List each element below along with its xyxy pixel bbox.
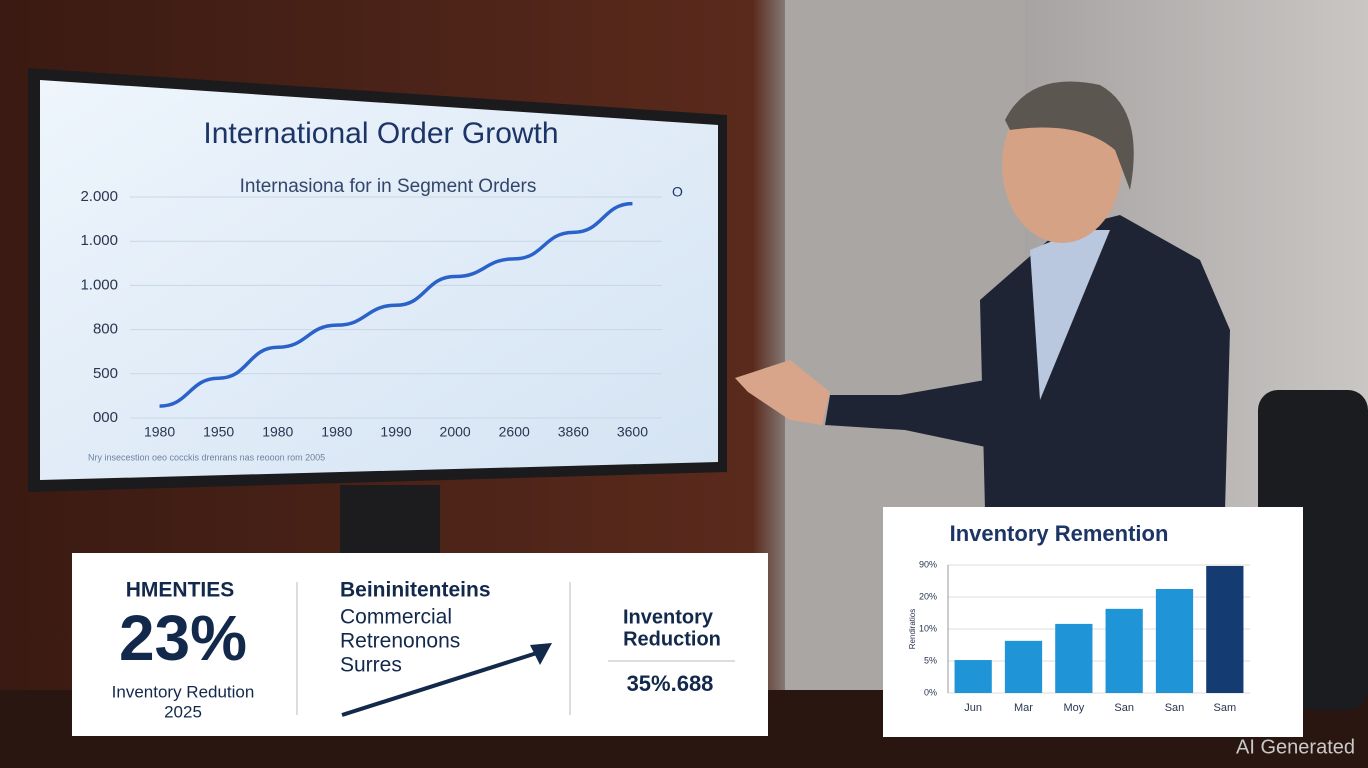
line: Commercial [340,606,452,629]
y-tick-label: 0% [924,687,937,697]
charts: International Order Growth 000 500 800 1.000… [80,117,1250,714]
heading: Inventory [623,606,714,628]
bar [1206,565,1244,693]
x-tick-label: San [1165,702,1185,714]
line: Retrenonons [340,630,460,653]
stats-panel [72,553,768,736]
x-tick-label: 3600 [617,424,648,440]
caption: Inventory Redution [112,682,255,701]
year: 2025 [164,702,202,721]
footnote: Nry insecestion oeo cocckis drenrans nas… [88,452,325,462]
y-tick-label: 2.000 [80,188,118,205]
x-tick-label: Sam [1214,702,1237,714]
x-tick-label: Mar [1014,702,1033,714]
bar [1004,640,1043,693]
x-tick-label: 2600 [499,424,530,440]
heading: Beininitenteins [340,579,491,602]
screen-stand [340,485,440,555]
y-tick-label: 800 [93,321,118,338]
x-tick-label: 1980 [262,424,293,440]
x-tick-label: Jun [964,702,982,714]
x-tick-label: 1990 [380,424,411,440]
shirt [1030,230,1110,400]
chart-title: International Order Growth [203,117,558,150]
x-tick-label: 1980 [321,424,352,440]
panel-texts: HMENTIES 23% Inventory Redution 2025 Bei… [112,579,721,722]
arm [825,380,1000,450]
line [159,201,633,408]
hand [735,360,830,425]
y-tick-label: 1.000 [80,232,118,249]
heading: Reduction [623,628,721,650]
big-value: 23% [119,602,247,674]
bar [1055,623,1093,693]
subtitle: Internasiona for in Segment Orders [240,176,537,197]
y-tick-label: 1.000 [80,276,118,293]
y-tick-label: 20% [919,591,937,601]
y-tick-label: 000 [93,409,118,426]
x-tick-label: 1950 [203,424,234,440]
value: 35%.688 [627,671,714,696]
x-tick-label: 2000 [440,424,471,440]
annotation: O [672,184,683,200]
y-tick-label: 5% [924,655,937,665]
bar [1155,589,1194,693]
bar [954,660,992,693]
heading: HMENTIES [126,579,235,602]
arrow-head [530,643,552,665]
x-tick-label: Moy [1063,702,1084,714]
arrow [341,650,541,717]
watermark: AI Generated [1236,736,1355,758]
x-tick-label: 1980 [144,424,175,440]
x-tick-label: 3860 [558,424,589,440]
y-tick-label: 500 [93,365,118,382]
y-tick-label: 90% [919,559,937,569]
y-axis-label: Rendiratios [908,609,917,649]
chart-title: Inventory Remention [950,521,1169,546]
hair [1005,81,1134,190]
bar [1105,608,1143,693]
x-tick-label: San [1114,702,1134,714]
y-tick-label: 10% [919,623,937,633]
line: Surres [340,654,402,677]
